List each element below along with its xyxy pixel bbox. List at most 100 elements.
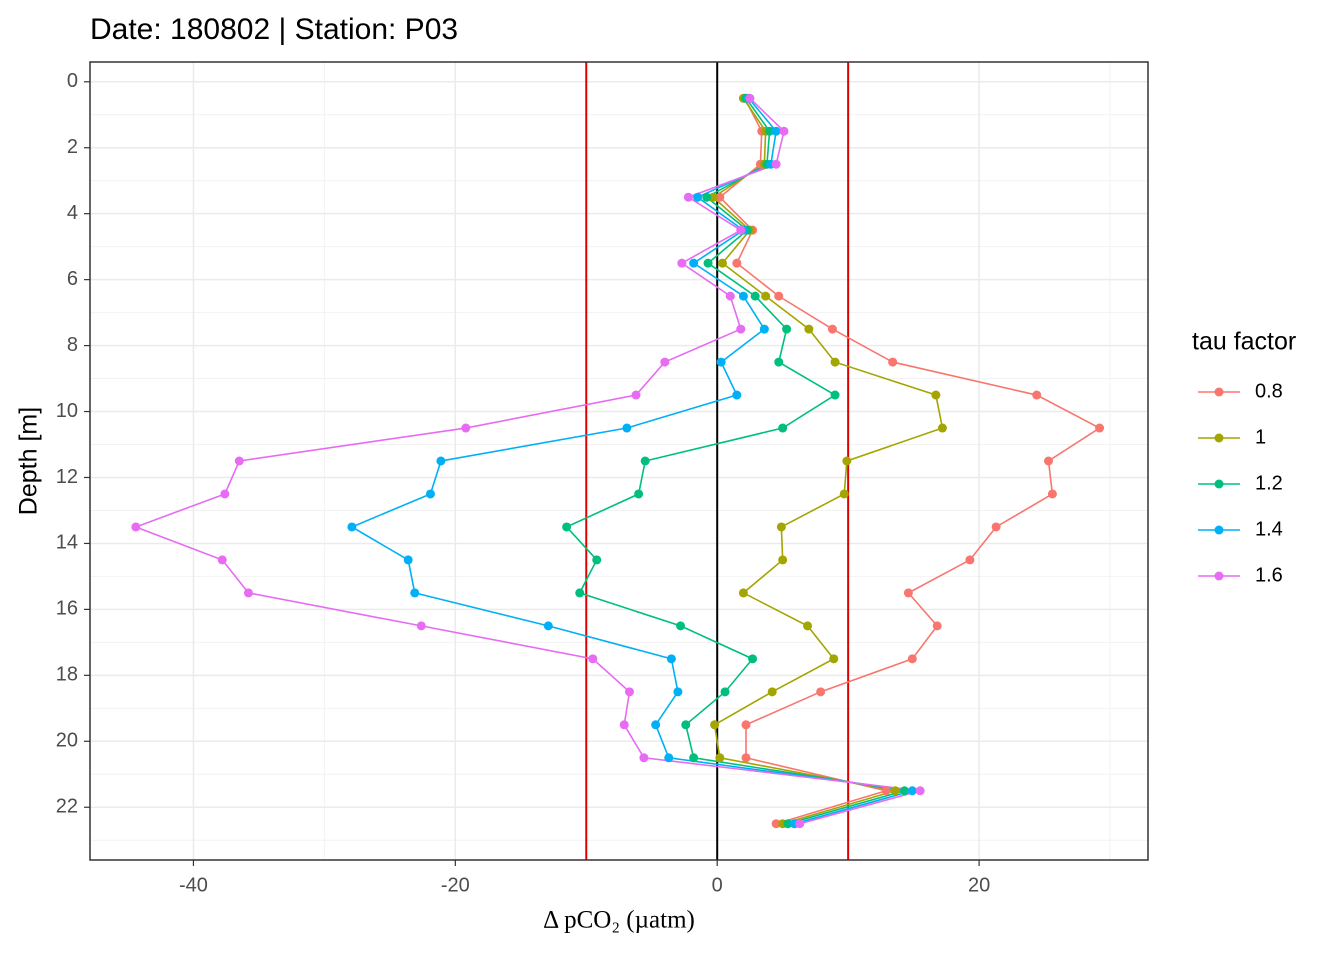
data-point — [651, 720, 661, 730]
data-point — [660, 357, 670, 367]
data-point — [761, 291, 771, 301]
legend-label: 1.2 — [1255, 472, 1283, 494]
data-point — [710, 720, 720, 730]
data-point — [693, 192, 703, 202]
y-tick-label: 22 — [56, 796, 78, 818]
legend-key-point — [1214, 571, 1224, 581]
data-point — [673, 687, 683, 697]
data-point — [234, 456, 244, 466]
data-point — [736, 324, 746, 334]
data-point — [750, 291, 760, 301]
data-point — [720, 687, 730, 697]
data-point — [676, 621, 686, 631]
data-point — [839, 489, 849, 499]
data-point — [890, 786, 900, 796]
data-point — [774, 357, 784, 367]
data-point — [624, 687, 634, 697]
data-point — [842, 456, 852, 466]
data-point — [347, 522, 357, 532]
data-point — [436, 456, 446, 466]
data-point — [634, 489, 644, 499]
data-point — [816, 687, 826, 697]
data-point — [778, 555, 788, 565]
data-point — [708, 192, 718, 202]
data-point — [736, 225, 746, 235]
data-point — [782, 324, 792, 334]
data-point — [1043, 456, 1053, 466]
chart-title: Date: 180802 | Station: P03 — [90, 13, 458, 46]
data-point — [759, 324, 769, 334]
data-point — [217, 555, 227, 565]
data-point — [965, 555, 975, 565]
data-point — [767, 687, 777, 697]
data-point — [932, 621, 942, 631]
data-point — [243, 588, 253, 598]
legend-label: 1.4 — [1255, 518, 1283, 540]
data-point — [738, 291, 748, 301]
data-point — [907, 654, 917, 664]
data-point — [915, 786, 925, 796]
x-tick-label: 0 — [712, 874, 723, 896]
data-point — [829, 654, 839, 664]
y-tick-label: 4 — [67, 202, 78, 224]
legend-label: 0.8 — [1255, 380, 1283, 402]
data-point — [1095, 423, 1105, 433]
data-point — [888, 357, 898, 367]
data-point — [592, 555, 602, 565]
data-point — [716, 357, 726, 367]
y-tick-label: 8 — [67, 334, 78, 356]
y-tick-label: 6 — [67, 268, 78, 290]
data-point — [461, 423, 471, 433]
y-tick-label: 10 — [56, 400, 78, 422]
data-point — [1032, 390, 1042, 400]
legend-key-point — [1214, 479, 1224, 489]
data-point — [765, 126, 775, 136]
y-tick-label: 14 — [56, 532, 78, 554]
x-axis-title: Δ pCO₂ (µatm) — [543, 907, 695, 934]
data-point — [803, 621, 813, 631]
data-point — [702, 192, 712, 202]
x-tick-label: -40 — [179, 874, 208, 896]
data-point — [903, 588, 913, 598]
x-tick-label: 20 — [968, 874, 990, 896]
data-point — [830, 390, 840, 400]
y-axis-title: Depth [m] — [15, 407, 43, 515]
data-point — [631, 390, 641, 400]
data-point — [776, 522, 786, 532]
data-point — [771, 819, 781, 829]
data-point — [588, 654, 598, 664]
data-point — [771, 159, 781, 169]
data-point — [779, 126, 789, 136]
data-point — [664, 753, 674, 763]
legend-label: 1.6 — [1255, 564, 1283, 586]
data-point — [881, 786, 891, 796]
y-tick-label: 12 — [56, 466, 78, 488]
data-point — [830, 357, 840, 367]
data-point — [416, 621, 426, 631]
data-point — [403, 555, 413, 565]
data-point — [827, 324, 837, 334]
data-point — [220, 489, 230, 499]
data-point — [703, 258, 713, 268]
data-point — [717, 258, 727, 268]
data-point — [741, 753, 751, 763]
data-point — [681, 720, 691, 730]
legend-key-point — [1214, 433, 1224, 443]
data-point — [639, 753, 649, 763]
data-point — [715, 753, 725, 763]
data-point — [738, 588, 748, 598]
data-point — [795, 819, 805, 829]
y-tick-label: 16 — [56, 598, 78, 620]
data-point — [991, 522, 1001, 532]
data-point — [804, 324, 814, 334]
data-point — [778, 423, 788, 433]
y-tick-label: 2 — [67, 136, 78, 158]
data-point — [1047, 489, 1057, 499]
data-point — [677, 258, 687, 268]
data-point — [771, 126, 781, 136]
data-point — [410, 588, 420, 598]
data-point — [783, 819, 793, 829]
data-point — [748, 654, 758, 664]
